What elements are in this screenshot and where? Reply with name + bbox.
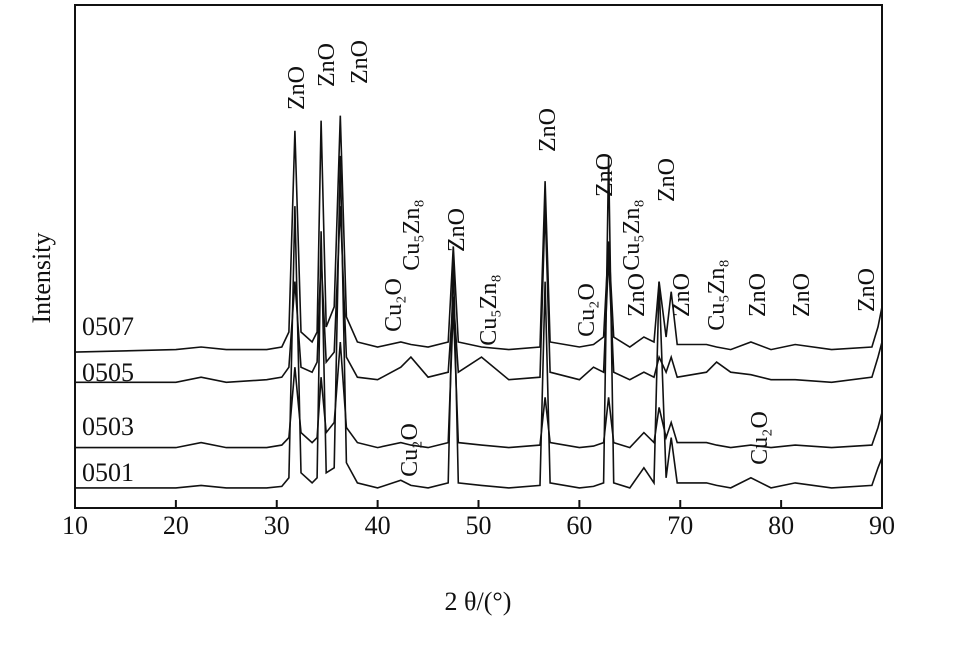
x-tick-label: 80 (768, 511, 794, 540)
series-label: 0507 (82, 312, 134, 341)
peak-annotation: ZnO (347, 40, 373, 84)
peak-annotation: ZnO (314, 43, 340, 87)
peak-annotation: ZnO (669, 273, 695, 317)
x-tick-label: 20 (163, 511, 189, 540)
x-tick-label: 70 (667, 511, 693, 540)
x-tick-label: 10 (62, 511, 88, 540)
peak-annotation: Cu₅Zn₈ (704, 259, 730, 330)
x-tick-label: 30 (264, 511, 290, 540)
peak-annotation: Cu₂O (747, 411, 773, 465)
xrd-pattern (75, 206, 883, 384)
y-axis-label: Intensity (27, 233, 56, 324)
peak-annotation: ZnO (535, 108, 561, 152)
x-tick-label: 40 (365, 511, 391, 540)
x-tick-label: 90 (869, 511, 895, 540)
series-label: 0505 (82, 358, 134, 387)
peak-annotation: ZnO (745, 273, 771, 317)
x-axis-label: 2 θ/(°) (445, 587, 512, 616)
peak-annotation: ZnO (592, 153, 618, 197)
peak-annotation: Cu₅Zn₈ (399, 199, 425, 270)
x-tick-label: 60 (566, 511, 592, 540)
xrd-pattern (75, 306, 883, 449)
series-label: 0501 (82, 458, 134, 487)
x-tick-label: 50 (466, 511, 492, 540)
peak-annotation: Cu₅Zn₈ (619, 199, 645, 270)
xrd-pattern (74, 115, 883, 353)
peak-annotation: ZnO (789, 273, 815, 317)
peak-annotation: ZnO (444, 208, 470, 252)
peak-annotation: ZnO (624, 273, 650, 317)
xrd-pattern (75, 155, 883, 489)
series-label: 0503 (82, 412, 134, 441)
peak-annotation: Cu₂O (574, 283, 600, 337)
peak-annotation: Cu₂O (397, 423, 423, 477)
peak-annotation: Cu₂O (381, 278, 407, 332)
peak-annotation: Cu₅Zn₈ (476, 274, 502, 345)
peak-annotation: ZnO (854, 268, 880, 312)
peak-annotation: ZnO (654, 158, 680, 202)
peak-annotation: ZnO (284, 66, 310, 110)
